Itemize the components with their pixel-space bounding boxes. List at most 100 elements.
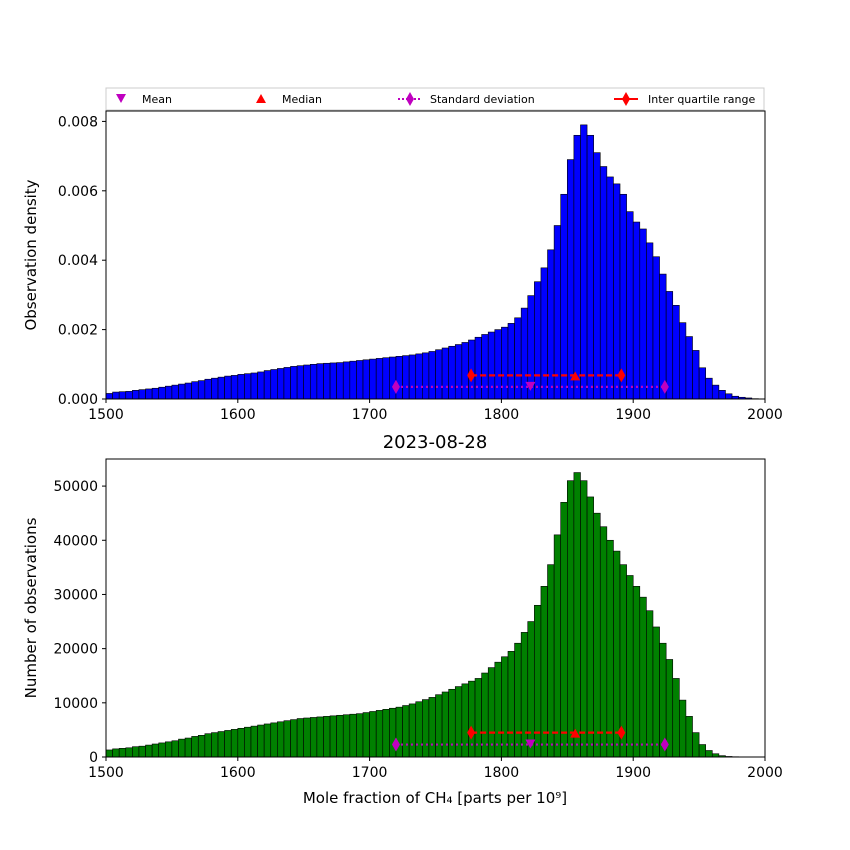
histogram-bar [501, 656, 509, 758]
histogram-bar [375, 358, 384, 400]
x-tick-label: 1500 [88, 407, 124, 423]
histogram-bar [309, 717, 318, 758]
histogram-bar [639, 228, 647, 400]
histogram-bar [204, 378, 212, 400]
histogram-bar [356, 713, 364, 758]
histogram-bar [481, 334, 489, 400]
mean-marker [525, 739, 536, 749]
histogram-bar [191, 381, 199, 400]
histogram-bar [296, 718, 304, 758]
legend-mean-marker [116, 94, 126, 103]
mean-marker [525, 381, 536, 391]
histogram-bar [698, 367, 706, 400]
histogram-bar [125, 747, 133, 758]
y-tick-label: 10000 [53, 696, 98, 712]
histogram-bar [632, 586, 641, 758]
histogram-bar [705, 750, 713, 758]
histogram-bar [520, 632, 529, 758]
std-high-marker [660, 379, 669, 394]
histogram-bar [711, 384, 720, 400]
histogram-bar [257, 371, 265, 400]
histogram-bar [408, 354, 417, 400]
histogram-bar [606, 176, 614, 400]
histogram-bar [277, 721, 285, 758]
density-x-ticks: 1500 1600 1700 1800 1900 2000 [88, 399, 783, 423]
count-statistics [391, 725, 669, 752]
histogram-bar [342, 361, 351, 400]
density-histogram-panel: 0.000 0.002 0.004 0.006 0.008 1500 1600 1700 18… [22, 110, 783, 423]
histogram-bar [415, 353, 423, 400]
histogram-bar [290, 719, 298, 758]
histogram-bar [184, 382, 192, 400]
histogram-bar [145, 388, 153, 400]
iqr-q3-marker [617, 725, 626, 740]
histogram-bar [171, 740, 179, 758]
histogram-bar [369, 711, 377, 758]
histogram-bar [639, 596, 647, 758]
histogram-bar [349, 713, 357, 758]
histogram-bar [573, 134, 581, 400]
histogram-bar [105, 393, 113, 400]
histogram-bar [316, 363, 324, 400]
histogram-bar [494, 661, 502, 758]
histogram-bar [441, 691, 449, 758]
histogram-bar [672, 305, 680, 400]
histogram-bar [454, 686, 463, 758]
histogram-bar [626, 211, 634, 400]
histogram-bar [547, 564, 555, 758]
histogram-bar [507, 651, 515, 758]
histogram-bar [553, 225, 562, 400]
count-x-axis-label: Mole fraction of CH₄ [parts per 10⁹] [303, 789, 567, 807]
histogram-bar [230, 729, 239, 758]
histogram-bar [632, 221, 641, 400]
histogram-bar [540, 267, 548, 400]
histogram-bar [118, 748, 127, 758]
histogram-bar [705, 377, 713, 400]
y-tick-label: 0.008 [58, 114, 98, 130]
histogram-bar [534, 604, 542, 758]
histogram-bar [593, 152, 601, 400]
y-tick-label: 0.000 [58, 392, 98, 408]
y-tick-label: 50000 [53, 479, 98, 495]
histogram-bar [435, 694, 443, 758]
x-tick-label: 2000 [747, 407, 783, 423]
histogram-bar [309, 364, 318, 400]
histogram-bar [685, 336, 693, 400]
histogram-bar [573, 472, 581, 758]
histogram-bar [560, 193, 568, 400]
legend-std-marker [406, 92, 414, 106]
median-marker [570, 371, 581, 381]
legend-label-median: Median [282, 93, 322, 106]
histogram-bar [132, 746, 140, 758]
histogram-bar [250, 725, 258, 758]
density-axes-frame [105, 110, 766, 400]
histogram-bar [283, 720, 291, 758]
histogram-bar [303, 717, 311, 758]
histogram-bar [395, 356, 403, 400]
histogram-bar [626, 575, 634, 758]
y-tick-label: 30000 [53, 587, 98, 603]
histogram-bar [685, 716, 693, 758]
histogram-bar [362, 359, 370, 400]
histogram-bar [277, 368, 285, 400]
histogram-bar [375, 710, 384, 758]
histogram-bar [237, 727, 245, 758]
histogram-bar [566, 480, 575, 758]
histogram-bar [692, 732, 700, 758]
legend-item-std: Standard deviation [398, 92, 535, 106]
y-tick-label: 0.004 [58, 253, 98, 269]
histogram-bar [369, 358, 377, 400]
histogram-bar [428, 351, 436, 400]
histogram-bar [244, 373, 252, 400]
histogram-bar [112, 391, 120, 400]
count-y-axis-label: Number of observations [22, 517, 40, 698]
histogram-bar [560, 502, 568, 758]
histogram-bar [158, 386, 166, 400]
histogram-bar [606, 539, 614, 758]
histogram-bar [244, 726, 252, 758]
count-x-ticks: 1500 1600 1700 1800 1900 2000 [88, 757, 783, 781]
median-marker [570, 728, 581, 738]
histogram-bar [197, 735, 206, 758]
iqr-q1-marker [467, 368, 476, 383]
histogram-bar [646, 610, 654, 758]
